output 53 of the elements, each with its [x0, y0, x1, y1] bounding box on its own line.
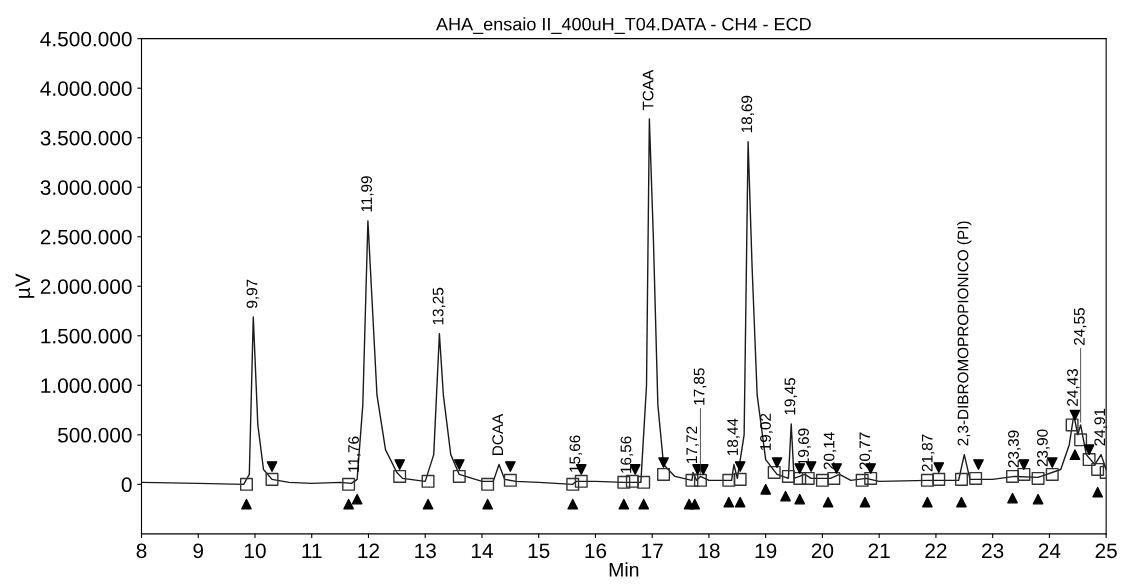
x-tick-label: 18	[698, 543, 720, 559]
x-tick-label: 14	[471, 543, 493, 558]
annotation: 18,44	[727, 418, 740, 456]
y-tick-label: 1.000.000	[41, 378, 132, 394]
annotation: 19,45	[784, 377, 798, 415]
x-tick-label: 17	[642, 543, 663, 558]
annotation: 19,02	[760, 413, 773, 451]
x-tick-label: 24	[1038, 543, 1061, 558]
x-tick-label: 21	[868, 543, 890, 558]
x-tick-label: 10	[244, 543, 266, 559]
annotation: 11,76	[348, 436, 361, 472]
x-axis-title: Min	[609, 562, 639, 577]
y-tick-label: 4.500.000	[40, 31, 132, 47]
x-tick-label: 25	[1095, 543, 1117, 559]
annotation: 24,91	[1094, 408, 1107, 446]
y-tick-label: 2.000.000	[40, 279, 132, 295]
y-tick-label: 2.500.000	[40, 229, 132, 245]
x-tick-label: 15	[528, 543, 550, 559]
y-tick-label: 0	[121, 477, 132, 493]
annotation: 20,14	[823, 432, 837, 470]
annotation: TCAA	[642, 69, 654, 111]
y-tick-label: 1.500.000	[41, 328, 132, 344]
y-tick-label: 3.500.000	[40, 130, 132, 146]
y-axis-title: µV	[15, 273, 35, 298]
x-tick-label: 20	[811, 543, 834, 559]
annotation: 23,90	[1037, 429, 1050, 467]
annotation: 24,55	[1073, 308, 1087, 345]
x-tick-label: 23	[982, 543, 1004, 559]
x-tick-label: 19	[755, 543, 777, 559]
annotation: 16,56	[620, 436, 634, 473]
x-tick-label: 8	[136, 543, 147, 559]
annotation: 2,3-DIBROMOPROPIONICO (PI)	[957, 221, 972, 446]
x-tick-label: 12	[358, 543, 380, 558]
chart-title: AHA_ensaio II_400uH_T04.DATA - CH4 - ECD	[436, 17, 811, 34]
x-tick-label: 9	[193, 543, 204, 559]
annotation: DCAA	[492, 413, 504, 455]
annotation: 9,97	[246, 279, 260, 308]
x-tick-label: 22	[925, 543, 947, 558]
y-tick-label: 3.000.000	[40, 180, 132, 195]
x-tick-label: 16	[585, 543, 607, 559]
y-tick-label: 4.000.000	[40, 81, 132, 96]
annotation: 24,43	[1067, 369, 1080, 406]
annotation: 21,87	[921, 434, 935, 472]
annotation: 11,99	[361, 176, 374, 212]
annotation: 23,39	[1008, 430, 1021, 468]
annotation: 17,72	[686, 426, 699, 463]
annotation: 18,69	[741, 95, 754, 133]
annotation: 19,69	[798, 428, 811, 465]
y-tick-label: 500.000	[58, 427, 132, 443]
x-tick-label: 11	[302, 543, 322, 558]
x-tick-label: 13	[415, 543, 436, 559]
annotation: 13,25	[432, 287, 446, 325]
annotation: 17,85	[693, 368, 707, 405]
